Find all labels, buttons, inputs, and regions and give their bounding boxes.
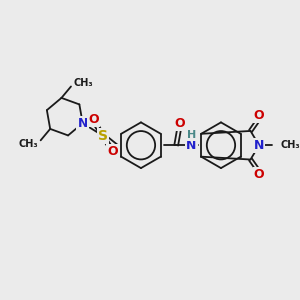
Text: N: N [77, 117, 88, 130]
Text: N: N [254, 139, 264, 152]
Text: O: O [88, 113, 99, 126]
Text: CH₃: CH₃ [18, 139, 38, 149]
Text: O: O [175, 117, 185, 130]
Text: CH₃: CH₃ [74, 78, 94, 88]
Text: O: O [254, 168, 264, 181]
Text: H: H [187, 130, 196, 140]
Text: O: O [107, 146, 118, 158]
Text: O: O [254, 109, 264, 122]
Text: S: S [98, 129, 108, 143]
Text: N: N [186, 139, 197, 152]
Text: CH₃: CH₃ [280, 140, 300, 150]
